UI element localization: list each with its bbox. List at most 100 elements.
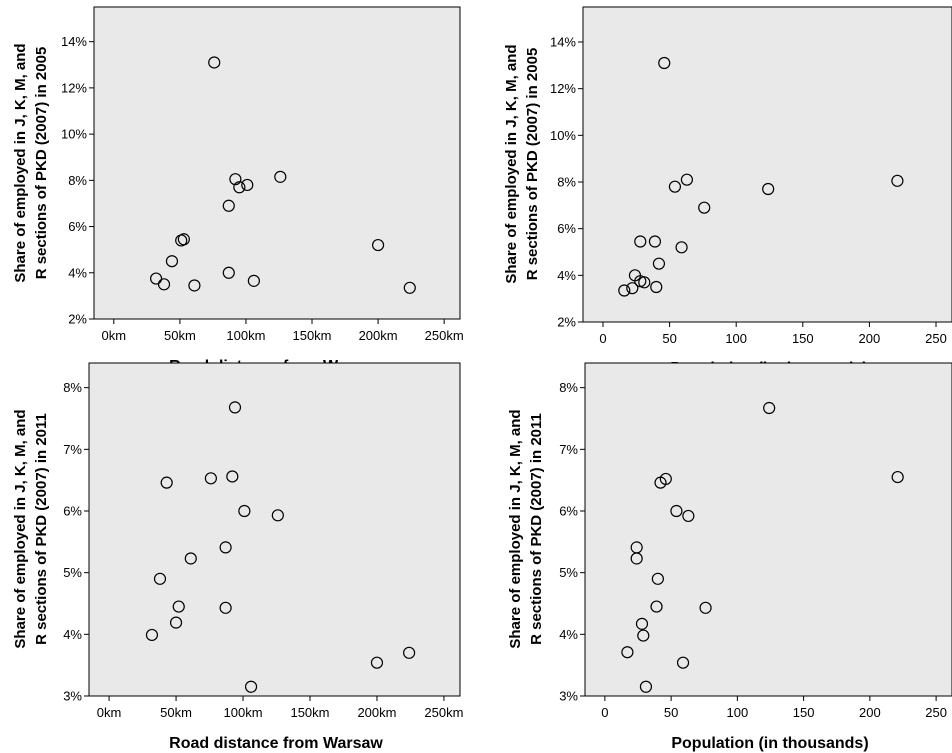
y-tick-label: 10% (61, 127, 87, 142)
data-point (169, 616, 183, 629)
data-point (648, 235, 662, 248)
data-point (652, 257, 666, 270)
x-tick-label: 200km (359, 328, 398, 343)
x-tick-label: 250km (425, 328, 464, 343)
y-tick-label: 2% (68, 312, 87, 327)
data-point (157, 278, 171, 291)
y-tick-label: 3% (63, 689, 82, 704)
data-point (618, 284, 631, 297)
x-tick-label: 100km (224, 705, 263, 720)
data-point (219, 541, 232, 554)
data-point (153, 572, 167, 585)
x-tick-label: 50km (164, 328, 196, 343)
y-tick-label: 4% (557, 268, 576, 283)
y-tick-label: 6% (63, 504, 82, 519)
data-point (699, 601, 712, 614)
data-point (160, 476, 173, 489)
x-tick-label: 0 (599, 331, 606, 346)
data-point (626, 282, 639, 295)
x-tick-label: 0 (601, 705, 608, 720)
x-axis-title: Population (in thousands) (671, 735, 868, 752)
chart-panel-3: 3% 4% 5% 6% 7% 8% 0km 50km 100km 150km 200km 250km R… (12, 362, 463, 752)
data-point (403, 281, 416, 294)
y-axis-title-line-1: Share of employed in J, K, M, and (503, 44, 520, 283)
data-point (222, 199, 235, 212)
data-point (668, 180, 682, 193)
y-axis-title-line-2: R sections of PKD (2007) in 2011 (528, 413, 545, 645)
data-point (891, 470, 904, 484)
data-point (675, 241, 688, 254)
x-tick-label: 150 (792, 331, 814, 346)
y-tick-label: 7% (559, 442, 578, 457)
y-axis-title-line-2: R sections of PKD (2007) in 2005 (524, 48, 541, 281)
y-tick-label: 2% (557, 315, 576, 330)
data-point (165, 255, 179, 268)
y-axis-title-line-2: R sections of PKD (2007) in 2011 (33, 413, 50, 645)
y-tick-label: 14% (61, 34, 87, 49)
x-tick-label: 100km (226, 328, 265, 343)
data-point (172, 600, 185, 613)
plot-area (582, 6, 952, 323)
y-tick-label: 8% (63, 380, 82, 395)
data-point (241, 178, 254, 192)
y-tick-label: 6% (557, 221, 576, 236)
data-point (682, 509, 695, 523)
y-tick-label: 8% (68, 173, 87, 188)
data-point (177, 233, 190, 246)
data-point (233, 181, 246, 194)
y-tick-label: 4% (559, 627, 578, 642)
y-axis-title-line-1: Share of employed in J, K, M, and (12, 409, 29, 648)
x-tick-label: 200 (859, 331, 881, 346)
data-point (208, 56, 221, 69)
data-point (650, 280, 663, 294)
data-point (228, 401, 242, 414)
data-point (680, 173, 694, 186)
y-tick-label: 6% (68, 219, 87, 234)
data-point (698, 201, 711, 214)
data-point (763, 401, 776, 415)
y-tick-label: 7% (63, 442, 82, 457)
data-point (150, 272, 163, 285)
x-tick-label: 200km (357, 705, 396, 720)
data-point (188, 279, 201, 292)
plot-area (93, 6, 461, 320)
y-tick-label: 12% (550, 81, 576, 96)
data-point (226, 470, 239, 483)
y-tick-label: 8% (557, 175, 576, 190)
x-tick-label: 100 (727, 705, 749, 720)
x-tick-label: 50km (160, 705, 192, 720)
x-tick-label: 0km (97, 705, 122, 720)
x-tick-label: 250 (925, 705, 947, 720)
data-point (630, 552, 643, 565)
x-tick-label: 100 (725, 331, 747, 346)
y-tick-label: 12% (61, 80, 87, 95)
y-tick-label: 5% (63, 565, 82, 580)
data-point (634, 235, 647, 248)
x-tick-label: 150 (793, 705, 815, 720)
y-tick-label: 14% (550, 35, 576, 50)
data-point (638, 276, 651, 289)
data-point (891, 174, 904, 187)
chart-panel-4: 3% 4% 5% 6% 7% 8% 0 50 100 150 200 250 Population (i… (507, 362, 952, 752)
x-tick-label: 0km (102, 328, 127, 343)
y-tick-label: 10% (550, 128, 576, 143)
y-tick-label: 8% (559, 380, 578, 395)
y-tick-label: 3% (559, 689, 578, 704)
data-point (637, 629, 650, 642)
data-point (651, 572, 664, 585)
plot-area (88, 362, 461, 697)
data-point (621, 646, 634, 659)
y-tick-label: 6% (559, 504, 578, 519)
data-point (184, 552, 197, 565)
x-tick-label: 150km (292, 328, 331, 343)
data-point (274, 170, 287, 183)
data-point (145, 628, 159, 642)
data-point (676, 656, 690, 669)
x-tick-label: 250 (925, 331, 947, 346)
x-axis-title: Road distance from Warsaw (169, 735, 383, 752)
data-point (238, 504, 251, 518)
data-point (635, 617, 649, 630)
data-point (762, 182, 775, 196)
data-point (271, 509, 284, 522)
